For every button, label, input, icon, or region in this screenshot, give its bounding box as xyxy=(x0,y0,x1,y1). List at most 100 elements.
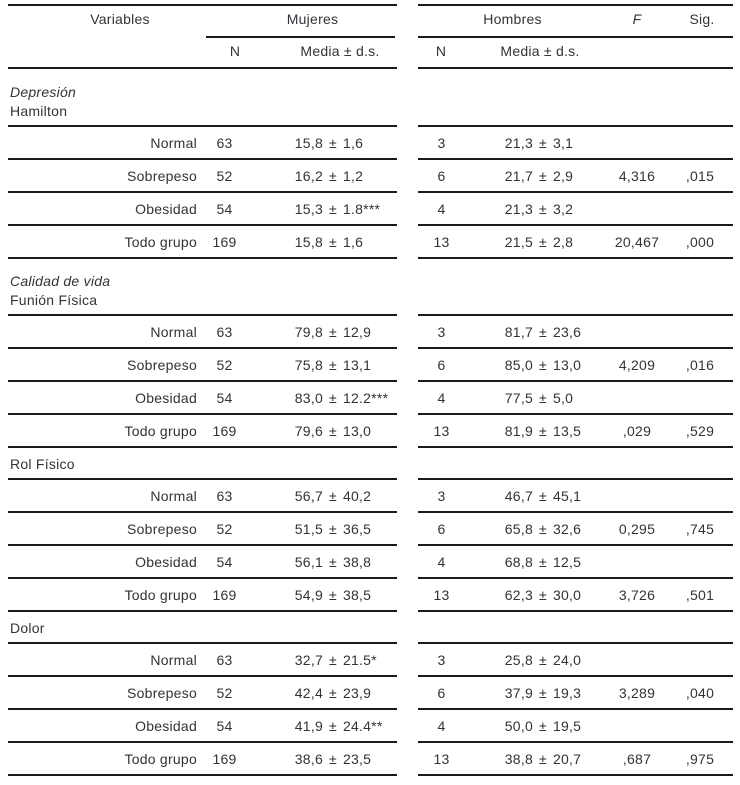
plus-minus-sign: ± xyxy=(539,167,547,184)
mean-hombres-value: 46,7 xyxy=(504,487,533,504)
media-mujeres-cell: 41,9 ± 24.4** xyxy=(287,718,383,734)
n-mujeres-value: 52 xyxy=(216,356,233,373)
media-mujeres-cell: 42,4 ± 23,9 xyxy=(287,685,371,701)
mean-hombres-value: 50,0 xyxy=(504,717,533,734)
media-hombres-cell: 50,0 ± 19,5 xyxy=(497,718,607,734)
row-hombres-block: 4 77,5 ± 5,0 xyxy=(418,382,733,415)
mean-hombres-value: 62,3 xyxy=(504,586,533,603)
sd-mujeres-value: 36,5 xyxy=(342,520,372,537)
mean-mujeres-value: 79,6 xyxy=(294,422,323,439)
section-heading-left: Depresión Hamilton xyxy=(8,70,397,127)
media-hombres-cell: 37,9 ± 19,3 xyxy=(497,685,607,701)
header-bottom-rule-right xyxy=(418,67,733,69)
media-mujeres-cell: 51,5 ± 36,5 xyxy=(287,521,371,537)
n-hombres-value: 4 xyxy=(437,200,446,217)
media-hombres-cell: 77,5 ± 5,0 xyxy=(497,390,607,406)
n-mujeres-value: 54 xyxy=(216,200,233,217)
sd-mujeres-value: 12,9 xyxy=(342,323,372,340)
row-mujeres-block: Obesidad 54 83,0 ± 12.2*** xyxy=(8,382,397,415)
n-mujeres-value: 54 xyxy=(216,553,233,570)
table-header: Variables Mujeres Hombres F Sig. N Media… xyxy=(0,0,740,70)
n-mujeres-value: 169 xyxy=(212,422,237,439)
media-hombres-cell: 68,8 ± 12,5 xyxy=(497,554,607,570)
n-hombres-value: 4 xyxy=(437,717,446,734)
sig-value: ,745 xyxy=(685,520,715,537)
plus-minus-sign: ± xyxy=(329,487,337,504)
hombres-underline-rule xyxy=(418,36,733,38)
table-row: Sobrepeso 52 42,4 ± 23,9 6 37,9 ± 19,3 3… xyxy=(0,677,740,710)
plus-minus-sign: ± xyxy=(539,520,547,537)
row-label: Obesidad xyxy=(135,389,197,406)
row-mujeres-block: Todo grupo 169 38,6 ± 23,5 xyxy=(8,743,397,776)
n-mujeres-value: 52 xyxy=(216,520,233,537)
media-mujeres-cell: 56,1 ± 38,8 xyxy=(287,554,371,570)
mean-mujeres-value: 15,8 xyxy=(294,134,323,151)
n-hombres-value: 4 xyxy=(437,389,446,406)
sd-hombres-value: 13,0 xyxy=(552,356,582,373)
sig-value: ,975 xyxy=(685,750,715,767)
sd-hombres-value: 12,5 xyxy=(552,553,582,570)
table-row: Normal 63 15,8 ± 1,6 3 21,3 ± 3,1 xyxy=(0,127,740,160)
row-mujeres-block: Todo grupo 169 15,8 ± 1,6 xyxy=(8,226,397,259)
mean-mujeres-value: 79,8 xyxy=(294,323,323,340)
row-hombres-block: 3 81,7 ± 23,6 xyxy=(418,316,733,349)
column-gap xyxy=(397,382,418,415)
mean-mujeres-value: 56,1 xyxy=(294,553,323,570)
plus-minus-sign: ± xyxy=(539,356,547,373)
column-gap xyxy=(397,259,418,316)
media-mujeres-cell: 16,2 ± 1,2 xyxy=(287,168,363,184)
f-value: ,029 xyxy=(622,422,652,439)
sd-mujeres-value: 1,6 xyxy=(342,134,364,151)
sig-value: ,000 xyxy=(685,233,715,250)
section-heading-right xyxy=(418,448,733,480)
plus-minus-sign: ± xyxy=(329,422,337,439)
column-header-variables: Variables xyxy=(90,11,150,27)
row-hombres-block: 6 37,9 ± 19,3 3,289 ,040 xyxy=(418,677,733,710)
plus-minus-sign: ± xyxy=(539,586,547,603)
media-hombres-cell: 21,7 ± 2,9 xyxy=(497,168,607,184)
plus-minus-sign: ± xyxy=(539,134,547,151)
row-label: Todo grupo xyxy=(124,422,197,439)
mean-hombres-value: 85,0 xyxy=(504,356,533,373)
mean-mujeres-value: 15,8 xyxy=(294,233,323,250)
n-hombres-value: 6 xyxy=(437,684,446,701)
table-section: Rol Físico Normal 63 56,7 ± 40,2 3 46,7 … xyxy=(0,448,740,612)
row-label: Obesidad xyxy=(135,553,197,570)
table-body: Depresión Hamilton Normal 63 15,8 ± 1,6 … xyxy=(0,70,740,776)
column-group-hombres: Hombres xyxy=(483,11,542,27)
mean-hombres-value: 81,7 xyxy=(504,323,533,340)
media-mujeres-cell: 54,9 ± 38,5 xyxy=(287,587,371,603)
mean-mujeres-value: 38,6 xyxy=(294,750,323,767)
media-mujeres-cell: 15,8 ± 1,6 xyxy=(287,135,363,151)
f-value: 3,289 xyxy=(618,684,656,701)
sig-value: ,040 xyxy=(685,684,715,701)
table-row: Sobrepeso 52 16,2 ± 1,2 6 21,7 ± 2,9 4,3… xyxy=(0,160,740,193)
column-header-n-mujeres: N xyxy=(229,43,241,59)
row-mujeres-block: Sobrepeso 52 16,2 ± 1,2 xyxy=(8,160,397,193)
row-label: Normal xyxy=(150,487,197,504)
sd-hombres-value: 5,0 xyxy=(552,389,574,406)
column-gap xyxy=(397,480,418,513)
section-heading-right xyxy=(418,70,733,127)
table-row: Obesidad 54 56,1 ± 38,8 4 68,8 ± 12,5 xyxy=(0,546,740,579)
table-row: Obesidad 54 41,9 ± 24.4** 4 50,0 ± 19,5 xyxy=(0,710,740,743)
n-hombres-value: 3 xyxy=(437,323,446,340)
sd-hombres-value: 2,9 xyxy=(552,167,574,184)
n-hombres-value: 13 xyxy=(433,422,450,439)
row-hombres-block: 4 50,0 ± 19,5 xyxy=(418,710,733,743)
n-hombres-value: 3 xyxy=(437,134,446,151)
table-row: Todo grupo 169 54,9 ± 38,5 13 62,3 ± 30,… xyxy=(0,579,740,612)
n-hombres-value: 6 xyxy=(437,167,446,184)
n-hombres-value: 6 xyxy=(437,520,446,537)
mean-mujeres-value: 56,7 xyxy=(294,487,323,504)
plus-minus-sign: ± xyxy=(329,356,337,373)
mean-mujeres-value: 42,4 xyxy=(294,684,323,701)
table-row: Todo grupo 169 79,6 ± 13,0 13 81,9 ± 13,… xyxy=(0,415,740,448)
sd-mujeres-value: 12.2*** xyxy=(342,389,389,406)
column-gap xyxy=(397,710,418,743)
n-mujeres-value: 63 xyxy=(216,323,233,340)
column-gap xyxy=(397,677,418,710)
section-heading-right xyxy=(418,259,733,316)
sd-mujeres-value: 21.5* xyxy=(342,651,377,668)
section-title: Dolor xyxy=(10,620,45,636)
